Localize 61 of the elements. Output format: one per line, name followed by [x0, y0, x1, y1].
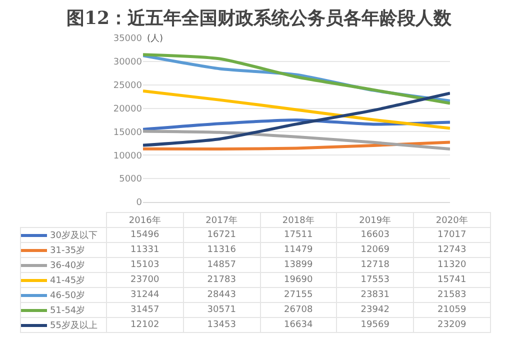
x-tick-label: 2017年 — [183, 212, 260, 228]
data-label: 11331 — [106, 242, 184, 258]
x-tick-label: 2016年 — [106, 212, 184, 228]
data-label: 31457 — [106, 302, 184, 318]
data-label: 12102 — [106, 318, 184, 332]
chart-title: 图12：近五年全国财政系统公务员各年龄段人数 — [65, 7, 453, 30]
data-label: 27155 — [260, 288, 337, 302]
legend-label: 46-50岁 — [20, 288, 106, 302]
y-tick-label: 25000 — [113, 81, 142, 92]
x-tick-label: 2019年 — [336, 212, 414, 228]
y-tick-label: 15000 — [113, 128, 142, 138]
data-label: 15103 — [106, 258, 184, 272]
data-label: 16634 — [260, 318, 337, 332]
data-label: 31244 — [106, 288, 184, 302]
data-label: 12718 — [336, 258, 414, 272]
y-tick-label: 5000 — [119, 174, 142, 185]
line-series — [143, 130, 450, 150]
legend-label: 55岁及以上 — [20, 318, 106, 332]
data-label: 21583 — [414, 288, 490, 302]
legend-label: 36-40岁 — [20, 258, 106, 272]
data-label: 23209 — [414, 318, 490, 332]
data-label: 12069 — [336, 242, 414, 258]
data-label: 13453 — [183, 318, 260, 332]
data-label: 14857 — [183, 258, 260, 272]
data-label: 16721 — [183, 228, 260, 242]
y-tick-label: 10000 — [113, 151, 142, 162]
line-series — [143, 140, 450, 151]
legend-label: 41-45岁 — [20, 272, 106, 288]
y-tick-label: 35000 — [113, 34, 142, 44]
legend-label: 30岁及以下 — [20, 228, 106, 242]
data-label: 21059 — [414, 302, 490, 318]
legend-label: 51-54岁 — [20, 302, 106, 318]
y-tick-label: 20000 — [113, 104, 142, 114]
data-label: 17017 — [414, 228, 490, 242]
x-tick-label: 2018年 — [260, 212, 337, 228]
data-label: 17553 — [336, 272, 414, 288]
y-tick-label: 30000 — [113, 58, 142, 68]
data-label: 12743 — [414, 242, 490, 258]
data-label: 17511 — [260, 228, 337, 242]
data-label: 11320 — [414, 258, 490, 272]
legend-label: 31-35岁 — [20, 242, 106, 258]
x-tick-label: 2020年 — [414, 212, 490, 228]
data-label: 23942 — [336, 302, 414, 318]
data-label: 11479 — [260, 242, 337, 258]
data-label: 19569 — [336, 318, 414, 332]
line-series — [143, 89, 450, 130]
data-label: 15496 — [106, 228, 184, 242]
data-label: 23831 — [336, 288, 414, 302]
data-label: 23700 — [106, 272, 184, 288]
data-label: 19690 — [260, 272, 337, 288]
data-label: 11316 — [183, 242, 260, 258]
data-label: 28443 — [183, 288, 260, 302]
data-label: 13899 — [260, 258, 337, 272]
y-axis-title: (人) — [147, 33, 164, 44]
y-tick-label: 0 — [136, 198, 142, 208]
data-label: 15741 — [414, 272, 490, 288]
data-label: 21783 — [183, 272, 260, 288]
data-label: 16603 — [336, 228, 414, 242]
data-label: 26708 — [260, 302, 337, 318]
line-series — [143, 92, 450, 147]
data-label: 30571 — [183, 302, 260, 318]
